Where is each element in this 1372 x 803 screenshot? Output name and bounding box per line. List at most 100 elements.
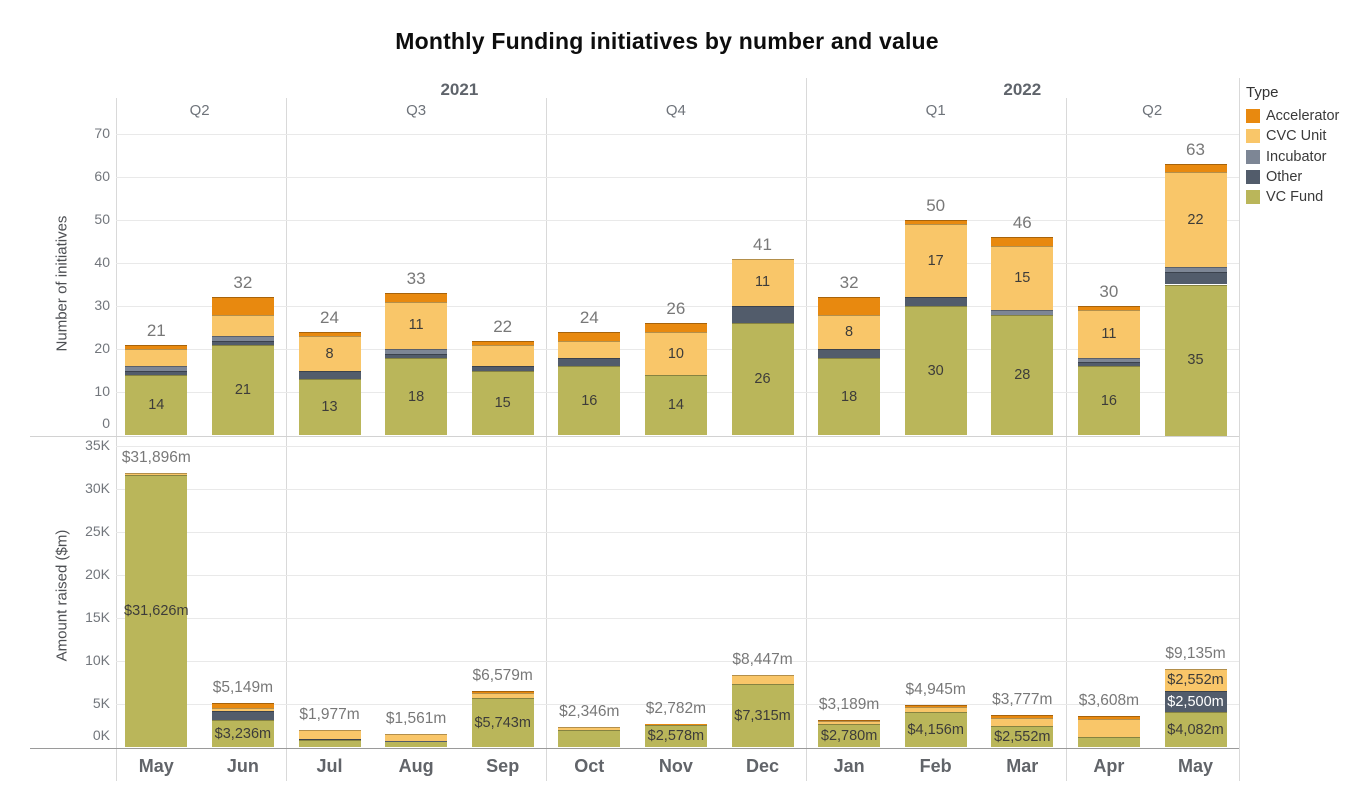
bar-segment[interactable] — [211, 314, 274, 337]
bar-segment[interactable] — [991, 717, 1054, 726]
bar-segment[interactable] — [904, 219, 967, 225]
bar-segment[interactable] — [904, 306, 967, 436]
bar-segment[interactable] — [1164, 271, 1227, 285]
bar-segment[interactable] — [818, 720, 881, 722]
bar-segment[interactable] — [904, 707, 967, 712]
bar-segment[interactable] — [385, 301, 448, 350]
bar-segment[interactable] — [471, 344, 534, 367]
bar-segment[interactable] — [731, 684, 794, 748]
bar-segment[interactable] — [558, 340, 621, 358]
bar-segment[interactable] — [298, 379, 361, 436]
bar-segment[interactable] — [818, 723, 881, 748]
bar-segment[interactable] — [298, 336, 361, 371]
bar-segment[interactable] — [385, 740, 448, 742]
bar-segment[interactable] — [211, 703, 274, 708]
bar-segment[interactable] — [731, 674, 794, 685]
bar-segment[interactable] — [644, 724, 707, 726]
bar-segment[interactable] — [904, 711, 967, 748]
bar-segment[interactable] — [731, 306, 794, 324]
bar-segment[interactable] — [125, 475, 188, 748]
bar-segment[interactable] — [731, 323, 794, 436]
bar-segment[interactable] — [1077, 716, 1140, 719]
bar-segment[interactable] — [385, 293, 448, 302]
bar-segment[interactable] — [385, 349, 448, 354]
bar-segment[interactable] — [471, 370, 534, 436]
bar-segment[interactable] — [1164, 163, 1227, 173]
bar-segment[interactable] — [211, 297, 274, 315]
bar-segment[interactable] — [1164, 712, 1227, 748]
bar-segment[interactable] — [644, 723, 707, 725]
bar-segment[interactable] — [991, 245, 1054, 311]
bar-segment[interactable] — [558, 366, 621, 436]
bar-segment[interactable] — [731, 258, 794, 307]
bar-segment[interactable] — [211, 711, 274, 720]
legend-item-accelerator[interactable]: Accelerator — [1246, 106, 1368, 126]
bar-segment[interactable] — [1164, 267, 1227, 272]
legend-swatch — [1246, 170, 1260, 185]
bar-segment[interactable] — [1164, 668, 1227, 691]
bar-segment[interactable] — [385, 357, 448, 436]
bar-segment[interactable] — [991, 314, 1054, 436]
bar-segment[interactable] — [385, 734, 448, 741]
bar-segment[interactable] — [125, 344, 188, 350]
bar-segment[interactable] — [991, 725, 1054, 748]
bar-segment[interactable] — [211, 340, 274, 345]
bar-segment[interactable] — [125, 349, 188, 367]
bar-segment[interactable] — [298, 331, 361, 337]
bar-segment[interactable] — [904, 297, 967, 307]
bar-segment[interactable] — [1077, 357, 1140, 363]
bar-segment[interactable] — [991, 237, 1054, 246]
bar-segment[interactable] — [385, 741, 448, 748]
bar-segment[interactable] — [1077, 366, 1140, 436]
bar-segment[interactable] — [1164, 172, 1227, 268]
bar-segment[interactable] — [1164, 690, 1227, 713]
bar-segment[interactable] — [298, 370, 361, 380]
bar-segment[interactable] — [558, 357, 621, 367]
legend-item-other[interactable]: Other — [1246, 167, 1368, 187]
bar-segment[interactable] — [385, 353, 448, 358]
bar-segment[interactable] — [125, 370, 188, 376]
bar-segment[interactable] — [558, 331, 621, 341]
bar-segment[interactable] — [211, 344, 274, 436]
bar-segment[interactable] — [644, 725, 707, 748]
bar-segment[interactable] — [818, 297, 881, 315]
legend-item-incubator[interactable]: Incubator — [1246, 147, 1368, 167]
bar-segment[interactable] — [904, 224, 967, 298]
bar-segment[interactable] — [1077, 306, 1140, 311]
bar-segment[interactable] — [904, 704, 967, 708]
legend-item-cvc-unit[interactable]: CVC Unit — [1246, 126, 1368, 146]
bar-segment[interactable] — [471, 340, 534, 345]
bar-segment[interactable] — [558, 727, 621, 731]
bar-segment[interactable] — [818, 349, 881, 358]
bar-segment[interactable] — [1077, 737, 1140, 748]
bar-segment[interactable] — [298, 730, 361, 739]
bar-segment[interactable] — [644, 323, 707, 332]
bar-segment[interactable] — [211, 707, 274, 712]
bar-segment[interactable] — [298, 738, 361, 740]
bar-segment[interactable] — [125, 366, 188, 371]
bar-segment[interactable] — [471, 698, 534, 748]
bar-segment[interactable] — [991, 714, 1054, 718]
y-tick-label: 70 — [94, 124, 110, 141]
bar-segment[interactable] — [471, 690, 534, 694]
bar-segment[interactable] — [991, 310, 1054, 315]
bar-segment[interactable] — [818, 314, 881, 350]
bar-segment[interactable] — [818, 721, 881, 724]
bar-segment[interactable] — [1164, 284, 1227, 436]
bar-segment[interactable] — [471, 366, 534, 371]
gridline — [116, 661, 1239, 663]
bar-segment[interactable] — [558, 730, 621, 748]
bar-segment[interactable] — [211, 719, 274, 748]
bar-segment[interactable] — [471, 693, 534, 699]
bar-segment[interactable] — [1077, 310, 1140, 358]
bar-segment[interactable] — [644, 331, 707, 376]
bar-segment[interactable] — [211, 336, 274, 341]
bar-segment[interactable] — [1077, 719, 1140, 738]
bar-segment[interactable] — [125, 375, 188, 436]
bar-segment[interactable] — [818, 357, 881, 436]
bar-segment[interactable] — [125, 472, 188, 476]
legend-item-vc-fund[interactable]: VC Fund — [1246, 187, 1368, 207]
bar-segment[interactable] — [1077, 362, 1140, 367]
bar-segment[interactable] — [298, 739, 361, 748]
bar-segment[interactable] — [644, 375, 707, 436]
